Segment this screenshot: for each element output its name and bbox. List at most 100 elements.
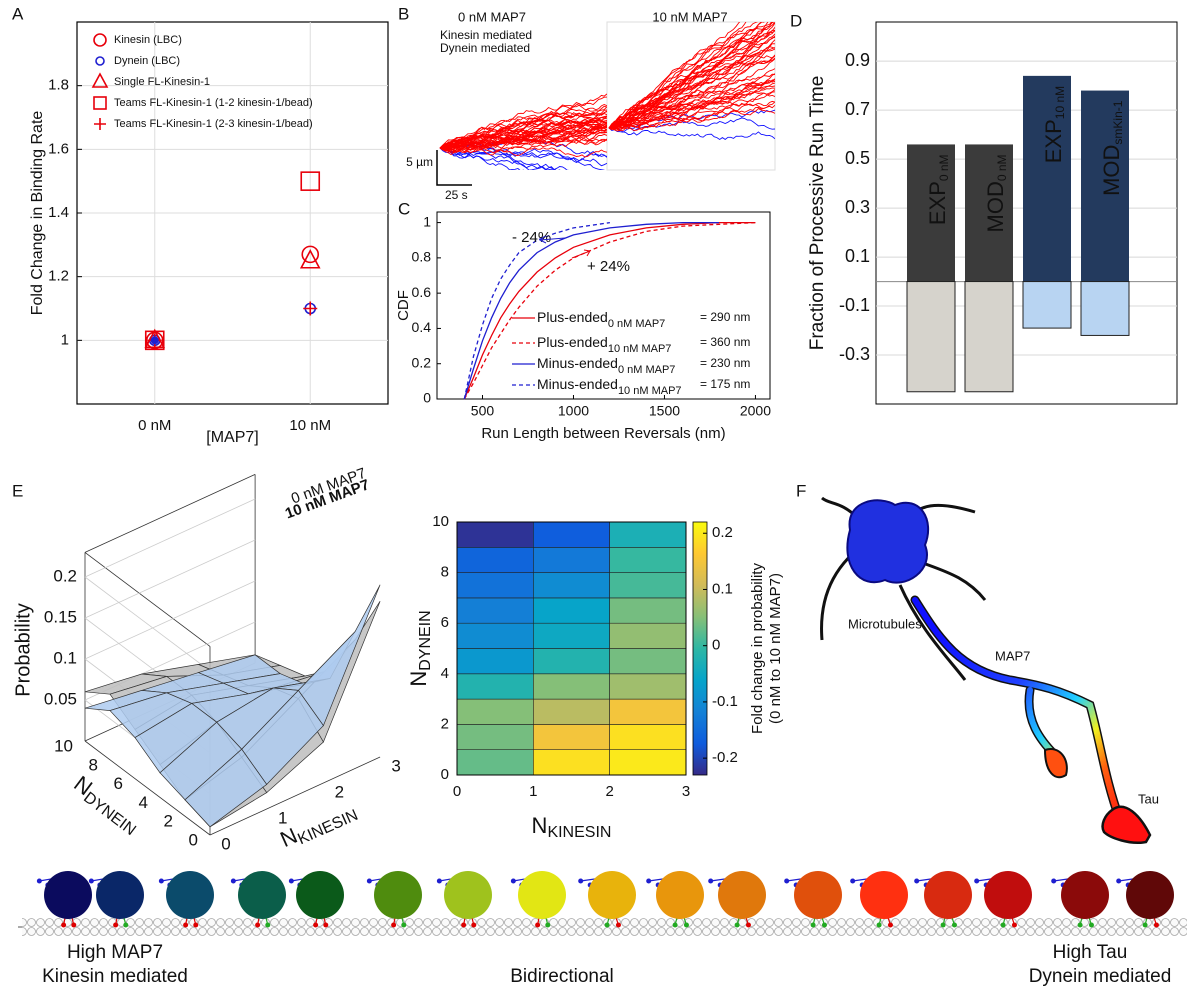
- motor-head: [183, 922, 189, 928]
- x-tick-label: 500: [471, 403, 495, 419]
- data-point: [299, 249, 321, 269]
- label-part: N: [406, 671, 431, 687]
- heat-cell: [533, 622, 610, 649]
- motor-head: [61, 922, 67, 928]
- legend-label: Plus-ended10 nM MAP7: [537, 334, 671, 355]
- trace: [439, 147, 607, 164]
- grid-line: [84, 580, 256, 660]
- label-part: MOD: [983, 181, 1008, 232]
- heat-cell: [609, 572, 687, 599]
- label-part: Minus-ended: [537, 355, 618, 371]
- cargo: [510, 871, 566, 928]
- cargo-bead: [238, 871, 286, 919]
- motor-head: [810, 922, 816, 928]
- y-tick-label: 1.6: [48, 140, 69, 157]
- trace: [439, 123, 607, 149]
- bar: [964, 281, 1014, 393]
- trace: [439, 112, 607, 149]
- panel-letter: F: [796, 481, 806, 500]
- trace: [608, 57, 775, 129]
- subscript: KINESIN: [295, 807, 360, 849]
- cargo-bead: [444, 871, 492, 919]
- trace-title: 10 nM MAP7: [652, 9, 727, 24]
- trace: [439, 134, 607, 153]
- motor-head: [1077, 922, 1083, 928]
- motor-head: [230, 878, 236, 884]
- legend-marker: [91, 72, 109, 88]
- trace-legend: Dynein mediated: [440, 41, 530, 55]
- cargo: [366, 871, 422, 928]
- cargo-bead: [794, 871, 842, 919]
- y-tick-label: 0.1: [845, 246, 870, 266]
- colorbar-tick-label: -0.2: [712, 749, 738, 766]
- motor-head: [734, 922, 740, 928]
- scale-label: 25 s: [445, 188, 468, 202]
- y-tick-label: 1.8: [48, 77, 69, 94]
- motor-head: [683, 922, 689, 928]
- legend-label: Dynein (LBC): [114, 55, 180, 67]
- y-tick-label: 2: [164, 812, 173, 831]
- y-tick-label: 1: [61, 331, 69, 348]
- strip-label: Kinesin mediated: [42, 966, 188, 987]
- soma: [846, 499, 930, 584]
- trace: [608, 79, 775, 129]
- cargo-bead: [588, 871, 636, 919]
- y-tick-label: 0.6: [412, 284, 432, 300]
- motor-head: [535, 922, 541, 928]
- motor-head: [391, 922, 397, 928]
- neuron: [820, 496, 1152, 844]
- x-tick-label: 3: [391, 756, 400, 775]
- heat-cell: [609, 673, 687, 700]
- subscript: DYNEIN: [417, 610, 434, 670]
- x-axis-label: [MAP7]: [206, 429, 258, 446]
- y-tick-label: 0.9: [845, 50, 870, 70]
- trace: [609, 33, 775, 129]
- motor-head: [745, 922, 751, 928]
- cargo-bead: [96, 871, 144, 919]
- y-tick-label: 0: [189, 830, 198, 849]
- heat-cell: [533, 749, 610, 776]
- heat-cell: [533, 546, 610, 573]
- trace: [608, 22, 747, 129]
- trace: [439, 111, 607, 149]
- motor-head: [288, 878, 294, 884]
- trace: [608, 117, 775, 133]
- cargo: [914, 871, 972, 928]
- y-axis-label: Fraction of Processive Run Time: [807, 76, 828, 351]
- panel-letter: A: [12, 4, 24, 23]
- panel-letter: C: [398, 199, 410, 218]
- y-tick-label: -0.1: [839, 295, 870, 315]
- bar: [1081, 90, 1129, 282]
- motor-head: [974, 878, 980, 884]
- annotation: + 24%: [587, 258, 630, 275]
- motor-head: [1011, 922, 1017, 928]
- motor-head: [850, 878, 856, 884]
- grid-line: [84, 498, 256, 578]
- subscript: 0 nM: [937, 154, 951, 181]
- cargo-bead: [718, 871, 766, 919]
- strip-label: Dynein mediated: [1029, 966, 1172, 987]
- x-tick-label: 3: [682, 783, 690, 800]
- trace: [608, 48, 775, 129]
- data-point: [300, 171, 321, 191]
- cargo-bead: [1126, 871, 1174, 919]
- subscript: smKin-1: [1111, 100, 1125, 144]
- cargo: [708, 871, 766, 928]
- y-tick-label: 10: [432, 513, 449, 530]
- colorbar-tick-label: 0.1: [712, 580, 733, 597]
- y-tick-label: 2: [441, 715, 449, 732]
- data-point: [145, 331, 164, 350]
- cargo: [1051, 871, 1109, 928]
- motor-head: [471, 922, 477, 928]
- y-tick-label: 8: [441, 564, 449, 581]
- axon: [912, 597, 1123, 823]
- heat-cell: [456, 673, 534, 700]
- cargo: [578, 871, 636, 928]
- x-tick-label: 0: [221, 834, 230, 853]
- motor-head: [401, 922, 407, 928]
- colorbar: [692, 521, 708, 776]
- cargo-bead: [166, 871, 214, 919]
- heat-cell: [533, 724, 610, 751]
- legend-label: Minus-ended0 nM MAP7: [537, 355, 675, 376]
- heat-cell: [609, 698, 687, 725]
